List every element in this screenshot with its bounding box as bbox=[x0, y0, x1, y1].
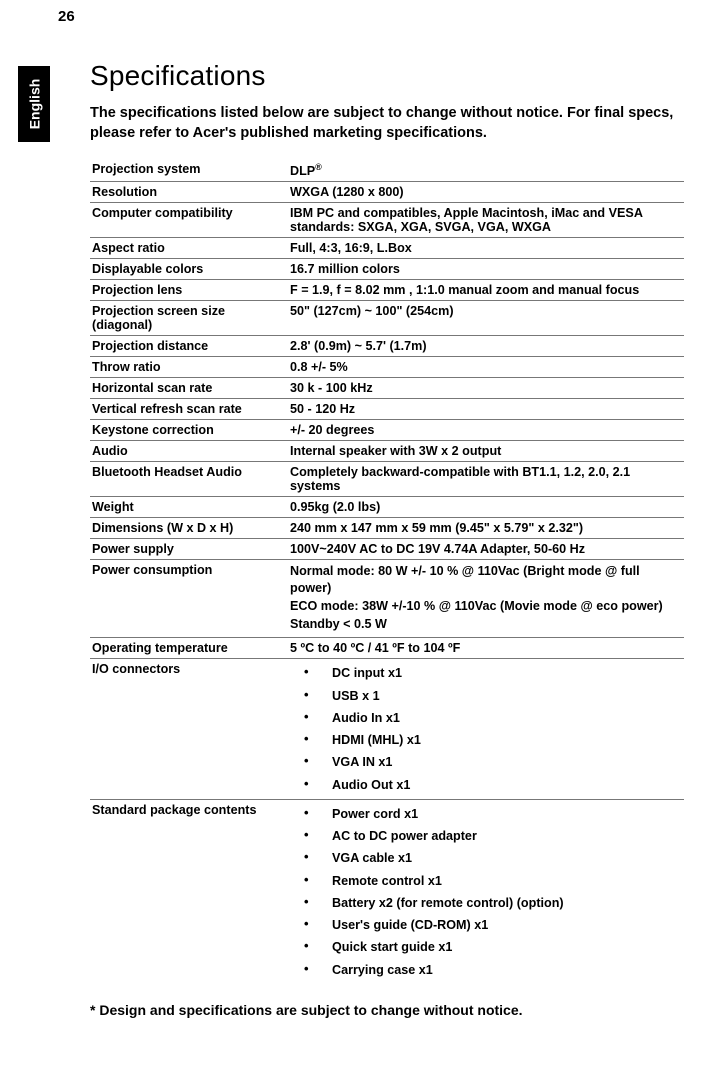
spec-bullet-item: HDMI (MHL) x1 bbox=[290, 729, 678, 751]
spec-row: AudioInternal speaker with 3W x 2 output bbox=[90, 441, 684, 462]
spec-label: Projection system bbox=[90, 159, 288, 182]
spec-value: DLP® bbox=[288, 159, 684, 182]
spec-label: Resolution bbox=[90, 182, 288, 203]
spec-bullet-item: Quick start guide x1 bbox=[290, 936, 678, 958]
spec-label: Projection lens bbox=[90, 280, 288, 301]
spec-bullet-item: Remote control x1 bbox=[290, 870, 678, 892]
spec-label: I/O connectors bbox=[90, 659, 288, 800]
spec-row: Keystone correction+/- 20 degrees bbox=[90, 420, 684, 441]
spec-bullet-item: Carrying case x1 bbox=[290, 959, 678, 981]
spec-value: 16.7 million colors bbox=[288, 259, 684, 280]
spec-row: Projection screen size (diagonal)50" (12… bbox=[90, 301, 684, 336]
spec-label: Vertical refresh scan rate bbox=[90, 399, 288, 420]
spec-bullet-item: USB x 1 bbox=[290, 685, 678, 707]
spec-bullet-item: Audio Out x1 bbox=[290, 774, 678, 796]
spec-value: 0.95kg (2.0 lbs) bbox=[288, 497, 684, 518]
spec-row: ResolutionWXGA (1280 x 800) bbox=[90, 182, 684, 203]
spec-value: F = 1.9, f = 8.02 mm , 1:1.0 manual zoom… bbox=[288, 280, 684, 301]
spec-label: Dimensions (W x D x H) bbox=[90, 518, 288, 539]
spec-value: 0.8 +/- 5% bbox=[288, 357, 684, 378]
page-title: Specifications bbox=[90, 60, 684, 92]
spec-row: Power consumptionNormal mode: 80 W +/- 1… bbox=[90, 560, 684, 638]
spec-value: 240 mm x 147 mm x 59 mm (9.45" x 5.79" x… bbox=[288, 518, 684, 539]
spec-label: Power consumption bbox=[90, 560, 288, 638]
spec-row: Throw ratio0.8 +/- 5% bbox=[90, 357, 684, 378]
spec-label: Operating temperature bbox=[90, 638, 288, 659]
spec-label: Projection distance bbox=[90, 336, 288, 357]
spec-row: Weight0.95kg (2.0 lbs) bbox=[90, 497, 684, 518]
spec-value: Internal speaker with 3W x 2 output bbox=[288, 441, 684, 462]
spec-row: Projection lensF = 1.9, f = 8.02 mm , 1:… bbox=[90, 280, 684, 301]
spec-label: Computer compatibility bbox=[90, 203, 288, 238]
spec-value: Full, 4:3, 16:9, L.Box bbox=[288, 238, 684, 259]
language-tab-label: English bbox=[26, 79, 42, 130]
spec-row: Horizontal scan rate30 k - 100 kHz bbox=[90, 378, 684, 399]
footnote: * Design and specifications are subject … bbox=[90, 1002, 684, 1018]
spec-row: I/O connectorsDC input x1USB x 1Audio In… bbox=[90, 659, 684, 800]
page: 26 English Specifications The specificat… bbox=[0, 0, 726, 1080]
spec-row: Power supply100V~240V AC to DC 19V 4.74A… bbox=[90, 539, 684, 560]
spec-row: Aspect ratioFull, 4:3, 16:9, L.Box bbox=[90, 238, 684, 259]
spec-row: Operating temperature5 ºC to 40 ºC / 41 … bbox=[90, 638, 684, 659]
spec-value: 5 ºC to 40 ºC / 41 ºF to 104 ºF bbox=[288, 638, 684, 659]
page-number: 26 bbox=[58, 8, 75, 25]
spec-bullet-list: DC input x1USB x 1Audio In x1HDMI (MHL) … bbox=[290, 662, 678, 796]
spec-label: Weight bbox=[90, 497, 288, 518]
intro-text: The specifications listed below are subj… bbox=[90, 104, 684, 143]
spec-bullet-item: Audio In x1 bbox=[290, 707, 678, 729]
spec-value: Normal mode: 80 W +/- 10 % @ 110Vac (Bri… bbox=[288, 560, 684, 638]
spec-row: Bluetooth Headset AudioCompletely backwa… bbox=[90, 462, 684, 497]
spec-value: DC input x1USB x 1Audio In x1HDMI (MHL) … bbox=[288, 659, 684, 800]
spec-table-body: Projection systemDLP®ResolutionWXGA (128… bbox=[90, 159, 684, 984]
spec-bullet-item: AC to DC power adapter bbox=[290, 825, 678, 847]
spec-value: IBM PC and compatibles, Apple Macintosh,… bbox=[288, 203, 684, 238]
spec-value: 2.8' (0.9m) ~ 5.7' (1.7m) bbox=[288, 336, 684, 357]
spec-value: WXGA (1280 x 800) bbox=[288, 182, 684, 203]
spec-bullet-item: VGA cable x1 bbox=[290, 847, 678, 869]
spec-bullet-item: DC input x1 bbox=[290, 662, 678, 684]
spec-label: Keystone correction bbox=[90, 420, 288, 441]
spec-label: Bluetooth Headset Audio bbox=[90, 462, 288, 497]
spec-row: Dimensions (W x D x H)240 mm x 147 mm x … bbox=[90, 518, 684, 539]
spec-row: Projection distance2.8' (0.9m) ~ 5.7' (1… bbox=[90, 336, 684, 357]
spec-row: Vertical refresh scan rate50 - 120 Hz bbox=[90, 399, 684, 420]
spec-value: 30 k - 100 kHz bbox=[288, 378, 684, 399]
spec-row: Projection systemDLP® bbox=[90, 159, 684, 182]
language-tab: English bbox=[18, 66, 50, 142]
spec-row: Computer compatibilityIBM PC and compati… bbox=[90, 203, 684, 238]
spec-value-line: Normal mode: 80 W +/- 10 % @ 110Vac (Bri… bbox=[290, 563, 678, 597]
spec-value: +/- 20 degrees bbox=[288, 420, 684, 441]
spec-bullet-item: Power cord x1 bbox=[290, 803, 678, 825]
spec-value: 50 - 120 Hz bbox=[288, 399, 684, 420]
spec-row: Displayable colors16.7 million colors bbox=[90, 259, 684, 280]
spec-bullet-item: VGA IN x1 bbox=[290, 751, 678, 773]
spec-value: Power cord x1AC to DC power adapterVGA c… bbox=[288, 799, 684, 984]
spec-bullet-item: User's guide (CD-ROM) x1 bbox=[290, 914, 678, 936]
spec-label: Standard package contents bbox=[90, 799, 288, 984]
spec-row: Standard package contentsPower cord x1AC… bbox=[90, 799, 684, 984]
spec-label: Aspect ratio bbox=[90, 238, 288, 259]
spec-bullet-item: Battery x2 (for remote control) (option) bbox=[290, 892, 678, 914]
spec-label: Projection screen size (diagonal) bbox=[90, 301, 288, 336]
spec-value: 50" (127cm) ~ 100" (254cm) bbox=[288, 301, 684, 336]
spec-value: Completely backward-compatible with BT1.… bbox=[288, 462, 684, 497]
spec-bullet-list: Power cord x1AC to DC power adapterVGA c… bbox=[290, 803, 678, 981]
spec-value-line: Standby < 0.5 W bbox=[290, 616, 678, 633]
spec-value-line: ECO mode: 38W +/-10 % @ 110Vac (Movie mo… bbox=[290, 598, 678, 615]
spec-label: Displayable colors bbox=[90, 259, 288, 280]
spec-label: Audio bbox=[90, 441, 288, 462]
spec-label: Horizontal scan rate bbox=[90, 378, 288, 399]
spec-label: Throw ratio bbox=[90, 357, 288, 378]
spec-label: Power supply bbox=[90, 539, 288, 560]
spec-value: 100V~240V AC to DC 19V 4.74A Adapter, 50… bbox=[288, 539, 684, 560]
spec-table: Projection systemDLP®ResolutionWXGA (128… bbox=[90, 159, 684, 984]
